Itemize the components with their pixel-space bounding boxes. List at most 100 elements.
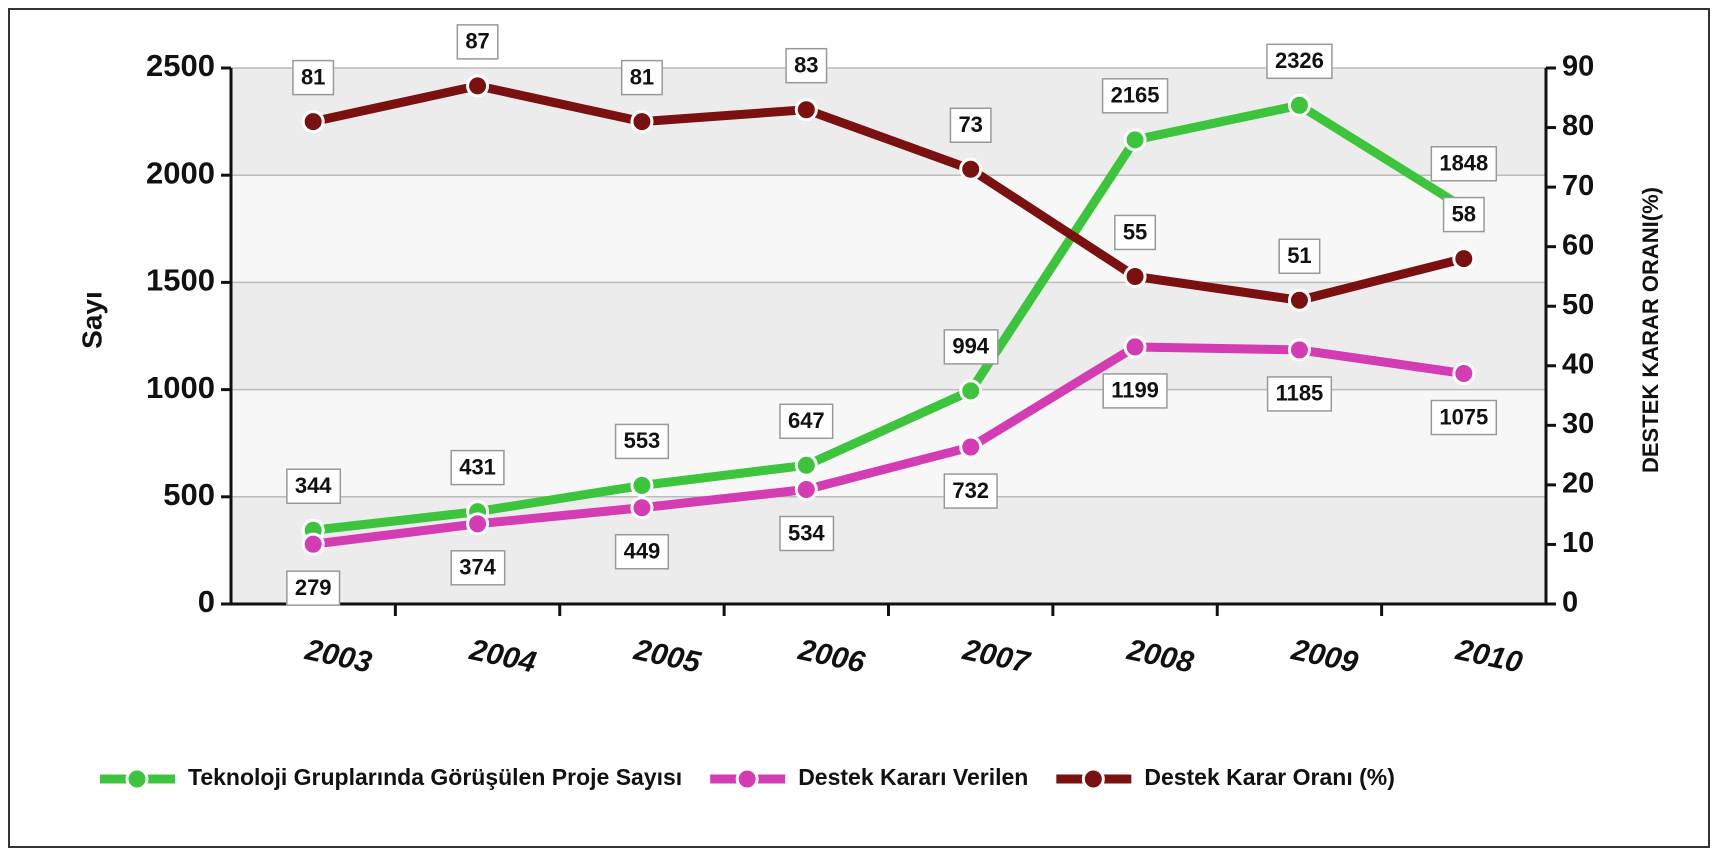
data-label-box	[785, 47, 828, 84]
series-line	[312, 81, 1465, 305]
series-point	[959, 157, 983, 181]
data-label-box	[1442, 196, 1485, 233]
data-label-box	[614, 533, 670, 570]
data-label-box	[949, 107, 992, 143]
legend-marker	[735, 767, 759, 791]
y2-tick-label: 10	[1562, 527, 1594, 559]
data-label-box	[1101, 78, 1169, 114]
series-point	[1123, 128, 1147, 152]
data-label-box	[286, 468, 342, 504]
series-point	[1287, 288, 1311, 312]
data-label: 1075	[1439, 404, 1488, 429]
y2-tick-label: 30	[1562, 408, 1594, 440]
series-point	[1452, 362, 1476, 386]
data-label-box	[450, 550, 506, 586]
y-tick-label: 0	[198, 584, 215, 619]
series-point	[1123, 335, 1147, 359]
data-label-box	[614, 423, 670, 460]
y2-axis-label: DESTEK KARAR ORANI(%)	[1638, 187, 1663, 473]
data-label: 2326	[1275, 48, 1324, 73]
grid-band	[231, 282, 1546, 390]
y2-tick-label: 50	[1562, 289, 1594, 321]
y-tick-label: 1000	[146, 370, 215, 405]
series-point	[630, 473, 654, 497]
data-label-box	[943, 329, 999, 365]
legend-marker	[1081, 767, 1105, 791]
series-point	[301, 532, 325, 556]
series-point	[959, 379, 983, 403]
data-label: 73	[958, 112, 982, 137]
series-point	[794, 98, 818, 122]
data-label: 647	[788, 408, 825, 433]
data-label-box	[1278, 238, 1321, 275]
data-label: 279	[295, 575, 332, 600]
series-point	[1287, 338, 1311, 362]
series-point	[959, 435, 983, 459]
data-label: 449	[624, 539, 661, 564]
data-label: 732	[952, 478, 989, 503]
data-label: 55	[1123, 219, 1147, 244]
series-point	[630, 496, 654, 520]
legend-label: Teknoloji Gruplarında Görüşülen Proje Sa…	[188, 764, 682, 790]
grid-band	[231, 389, 1546, 497]
data-label: 1848	[1439, 151, 1488, 176]
y-tick-label: 1500	[146, 263, 215, 298]
y2-tick-label: 20	[1562, 468, 1594, 500]
y2-tick-label: 0	[1562, 587, 1578, 619]
data-label-box	[1266, 376, 1333, 412]
data-label-box	[456, 24, 499, 60]
data-label: 1199	[1111, 378, 1159, 403]
series-line	[312, 342, 1465, 549]
series-point	[794, 478, 818, 502]
data-label-box	[779, 515, 835, 552]
data-label: 51	[1287, 243, 1311, 268]
data-label: 553	[624, 428, 661, 453]
data-label-box	[943, 473, 998, 509]
y2-tick-label: 90	[1562, 51, 1594, 83]
y-axis-label: Sayı	[76, 291, 107, 349]
series-point	[301, 110, 325, 134]
data-label-box	[450, 449, 505, 486]
y-tick-label: 2000	[146, 155, 215, 190]
y-tick-label: 2500	[146, 48, 215, 83]
y2-tick-label: 80	[1562, 110, 1594, 142]
data-label: 2165	[1111, 83, 1160, 108]
data-label: 344	[295, 473, 332, 498]
data-label-box	[1114, 214, 1157, 251]
series-line	[312, 100, 1467, 535]
data-label: 431	[459, 454, 496, 479]
grid-band	[231, 175, 1546, 283]
data-label: 83	[794, 53, 818, 78]
series-point	[1123, 264, 1147, 288]
series-point	[1287, 93, 1311, 117]
series-point	[466, 512, 490, 536]
data-label: 534	[788, 520, 825, 545]
series-point	[794, 453, 818, 477]
data-label-box	[620, 59, 663, 96]
legend-label: Destek Karar Oranı (%)	[1144, 764, 1395, 790]
y2-tick-label: 40	[1562, 348, 1594, 380]
series-point	[1452, 247, 1476, 271]
series-point	[630, 110, 654, 134]
data-label: 58	[1452, 201, 1476, 226]
data-label-box	[1430, 146, 1498, 182]
grid-band	[231, 68, 1546, 176]
y-tick-label: 500	[163, 477, 215, 512]
series-point	[466, 74, 490, 98]
data-label: 81	[301, 64, 325, 89]
y2-tick-label: 60	[1562, 229, 1594, 261]
data-label-box	[1266, 43, 1333, 80]
data-label: 374	[459, 555, 496, 580]
data-label: 994	[952, 334, 989, 359]
data-label-box	[292, 59, 335, 96]
data-label-box	[779, 403, 834, 440]
data-label-box	[1102, 373, 1168, 409]
data-label: 81	[630, 64, 654, 89]
legend-label: Destek Kararı Verilen	[798, 764, 1028, 790]
data-label-box	[286, 570, 341, 606]
data-label: 87	[465, 29, 489, 54]
y2-tick-label: 70	[1562, 170, 1594, 202]
legend-marker	[125, 767, 149, 791]
data-label-box	[1430, 399, 1498, 436]
